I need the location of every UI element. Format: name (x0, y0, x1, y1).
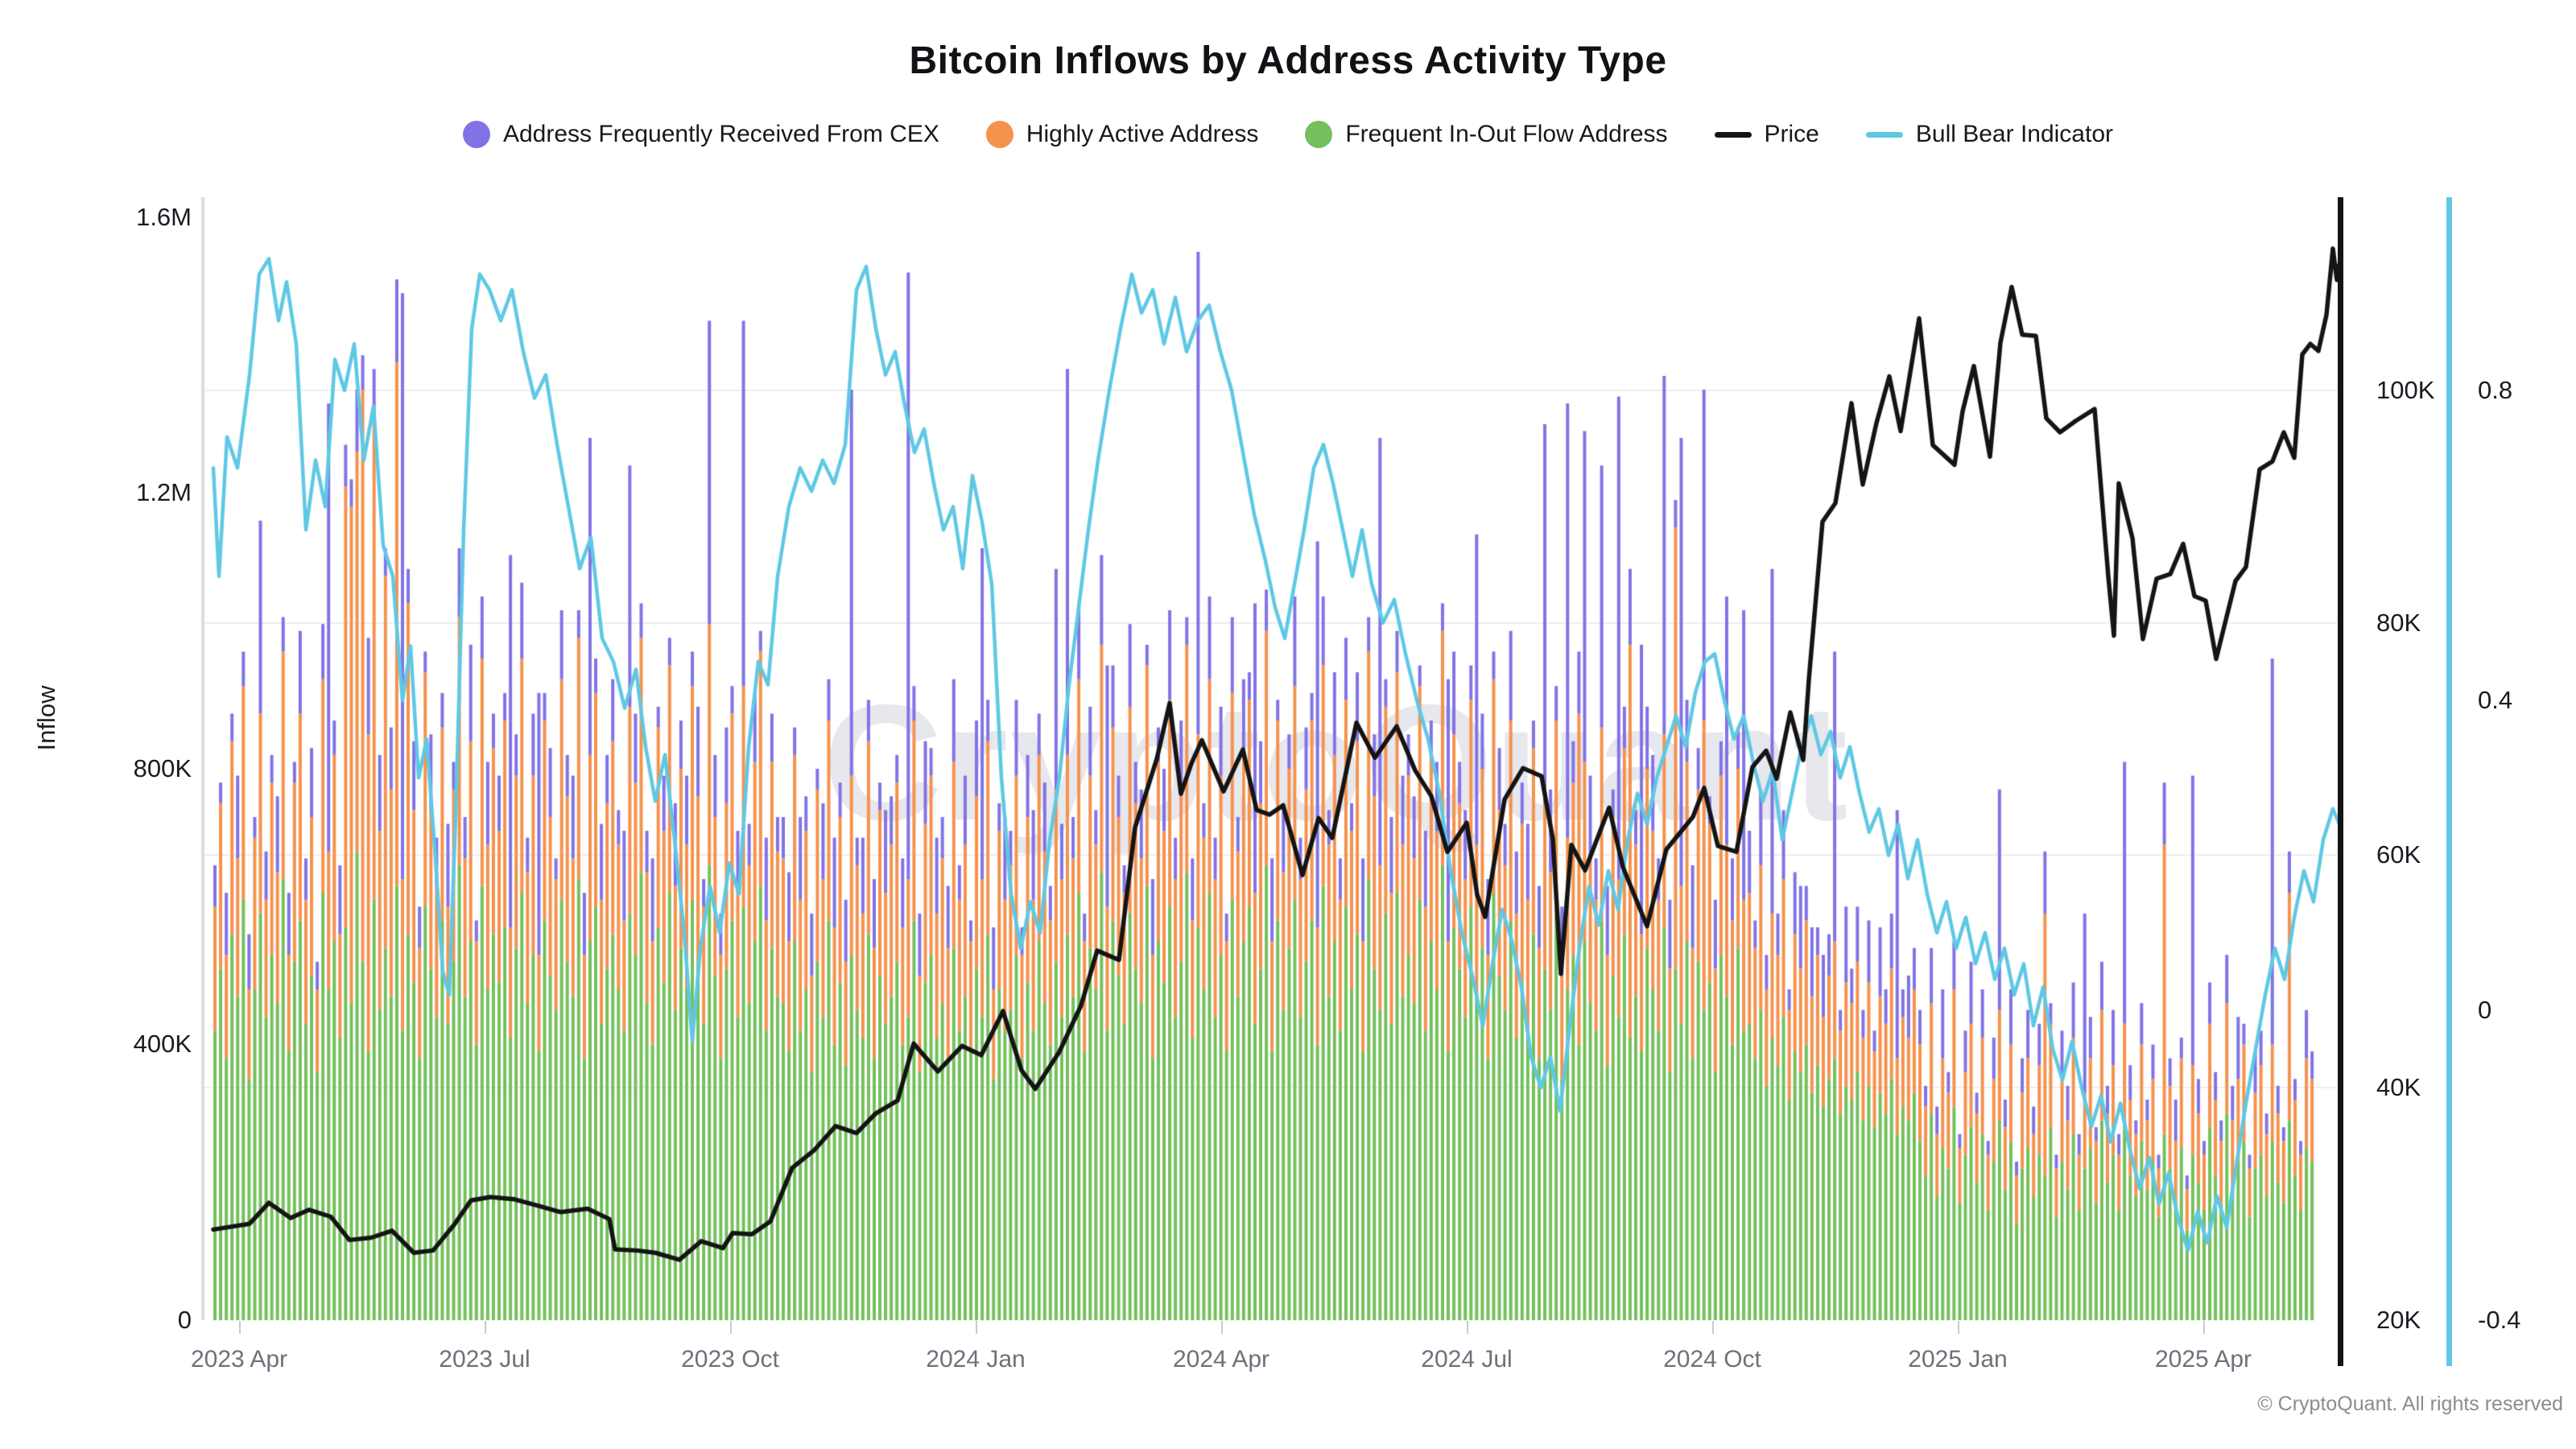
inflow-tick: 400K (133, 1030, 192, 1058)
price-tick: 80K (2376, 609, 2421, 637)
price-tick: 40K (2376, 1073, 2421, 1101)
x-tickmark (730, 1321, 732, 1334)
bullbear-axis-line (2446, 197, 2452, 1366)
y-axis-title: Inflow (32, 685, 60, 751)
x-tick: 2024 Jul (1421, 1346, 1513, 1373)
bullbear-tick: 0 (2478, 996, 2492, 1024)
x-tickmark (976, 1321, 977, 1334)
x-tickmark (1221, 1321, 1223, 1334)
price-tick: 20K (2376, 1306, 2421, 1334)
x-tickmark (1958, 1321, 1959, 1334)
inflow-tick: 800K (133, 754, 192, 782)
price-tick: 60K (2376, 840, 2421, 869)
inflow-tick: 1.6M (136, 203, 192, 231)
copyright: © CryptoQuant. All rights reserved (2257, 1393, 2563, 1415)
bullbear-tick: 0.4 (2478, 686, 2513, 714)
x-tick: 2025 Jan (1908, 1346, 2008, 1373)
x-tick: 2023 Apr (190, 1346, 288, 1373)
inflow-tick: 0 (177, 1306, 192, 1334)
x-tickmark (1467, 1321, 1468, 1334)
x-tickmark (485, 1321, 486, 1334)
x-tickmark (1712, 1321, 1714, 1334)
x-tick: 2024 Oct (1663, 1346, 1761, 1373)
x-tick: 2024 Apr (1172, 1346, 1270, 1373)
inflow-axis-line (201, 197, 204, 1320)
x-tick: 2023 Oct (681, 1346, 779, 1373)
x-tick: 2023 Jul (439, 1346, 530, 1373)
x-tickmark (2203, 1321, 2205, 1334)
inflow-tick: 1.2M (136, 478, 192, 506)
price-axis-line (2338, 197, 2343, 1366)
price-tick: 100K (2376, 376, 2435, 404)
bullbear-tick: -0.4 (2478, 1306, 2521, 1334)
x-tick: 2024 Jan (926, 1346, 1026, 1373)
x-tick: 2025 Apr (2154, 1346, 2252, 1373)
x-tickmark (239, 1321, 241, 1334)
bullbear-tick: 0.8 (2478, 376, 2513, 404)
